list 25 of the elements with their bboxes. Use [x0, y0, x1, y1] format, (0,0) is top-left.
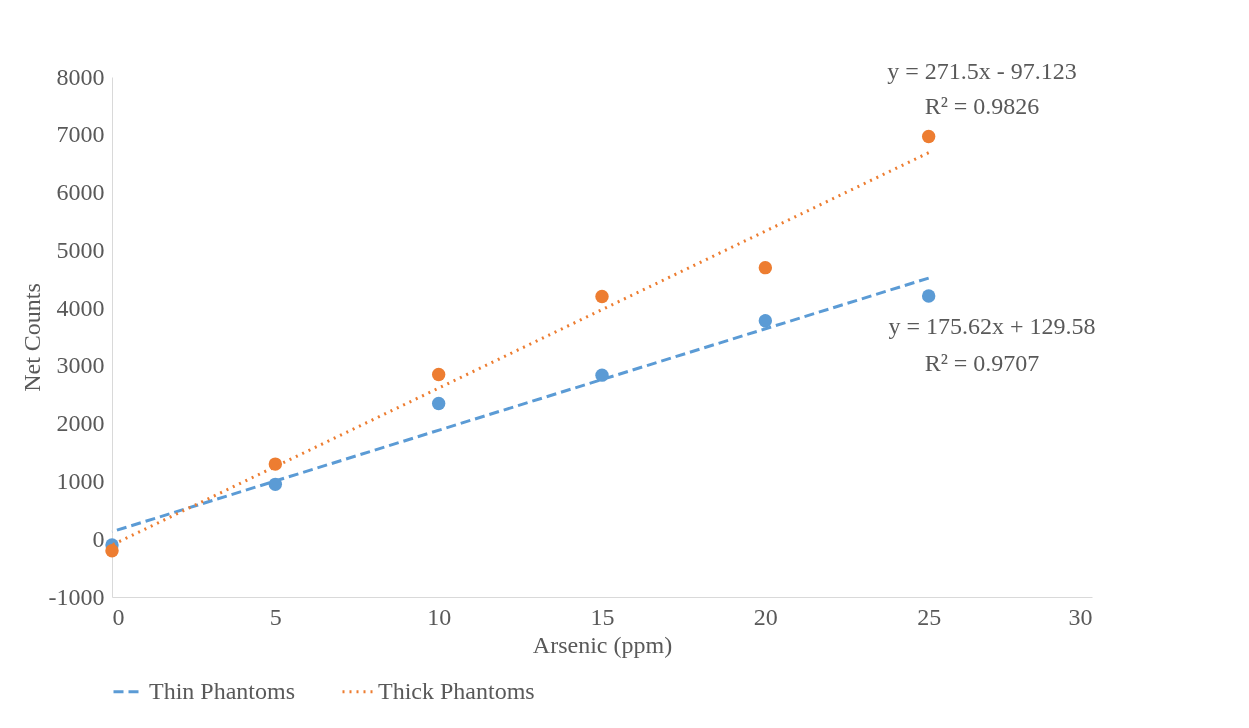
y-axis-title: Net Counts: [18, 283, 45, 392]
x-tick-label: 15: [590, 603, 615, 630]
y-tick-label: 4000: [56, 294, 105, 321]
y-tick-label: 6000: [56, 179, 105, 206]
y-tick-label: -1000: [48, 583, 105, 610]
annotation: R² = 0.9707: [924, 350, 1040, 376]
y-tick-label: 3000: [56, 352, 105, 379]
y-tick-label: 7000: [56, 121, 105, 148]
annotation: y = 271.5x - 97.123: [887, 58, 1077, 84]
y-tick-label: 0: [92, 525, 105, 552]
legend-label: Thin Phantoms: [149, 677, 296, 704]
y-tick-label: 1000: [56, 467, 105, 494]
x-tick-label: 5: [269, 603, 282, 630]
x-axis-title: Arsenic (ppm): [532, 631, 673, 658]
x-tick-label: 20: [753, 603, 778, 630]
y-tick-label: 5000: [56, 236, 105, 263]
y-tick-label: 2000: [56, 410, 105, 437]
x-tick-label: 10: [427, 603, 452, 630]
y-tick-label: 8000: [56, 63, 105, 90]
x-tick-label: 30: [1068, 603, 1093, 630]
legend-label: Thick Phantoms: [378, 677, 535, 704]
x-tick-label: 0: [112, 603, 125, 630]
annotation: R² = 0.9826: [924, 93, 1040, 119]
x-tick-label: 25: [917, 603, 942, 630]
annotation: y = 175.62x + 129.58: [888, 313, 1096, 339]
